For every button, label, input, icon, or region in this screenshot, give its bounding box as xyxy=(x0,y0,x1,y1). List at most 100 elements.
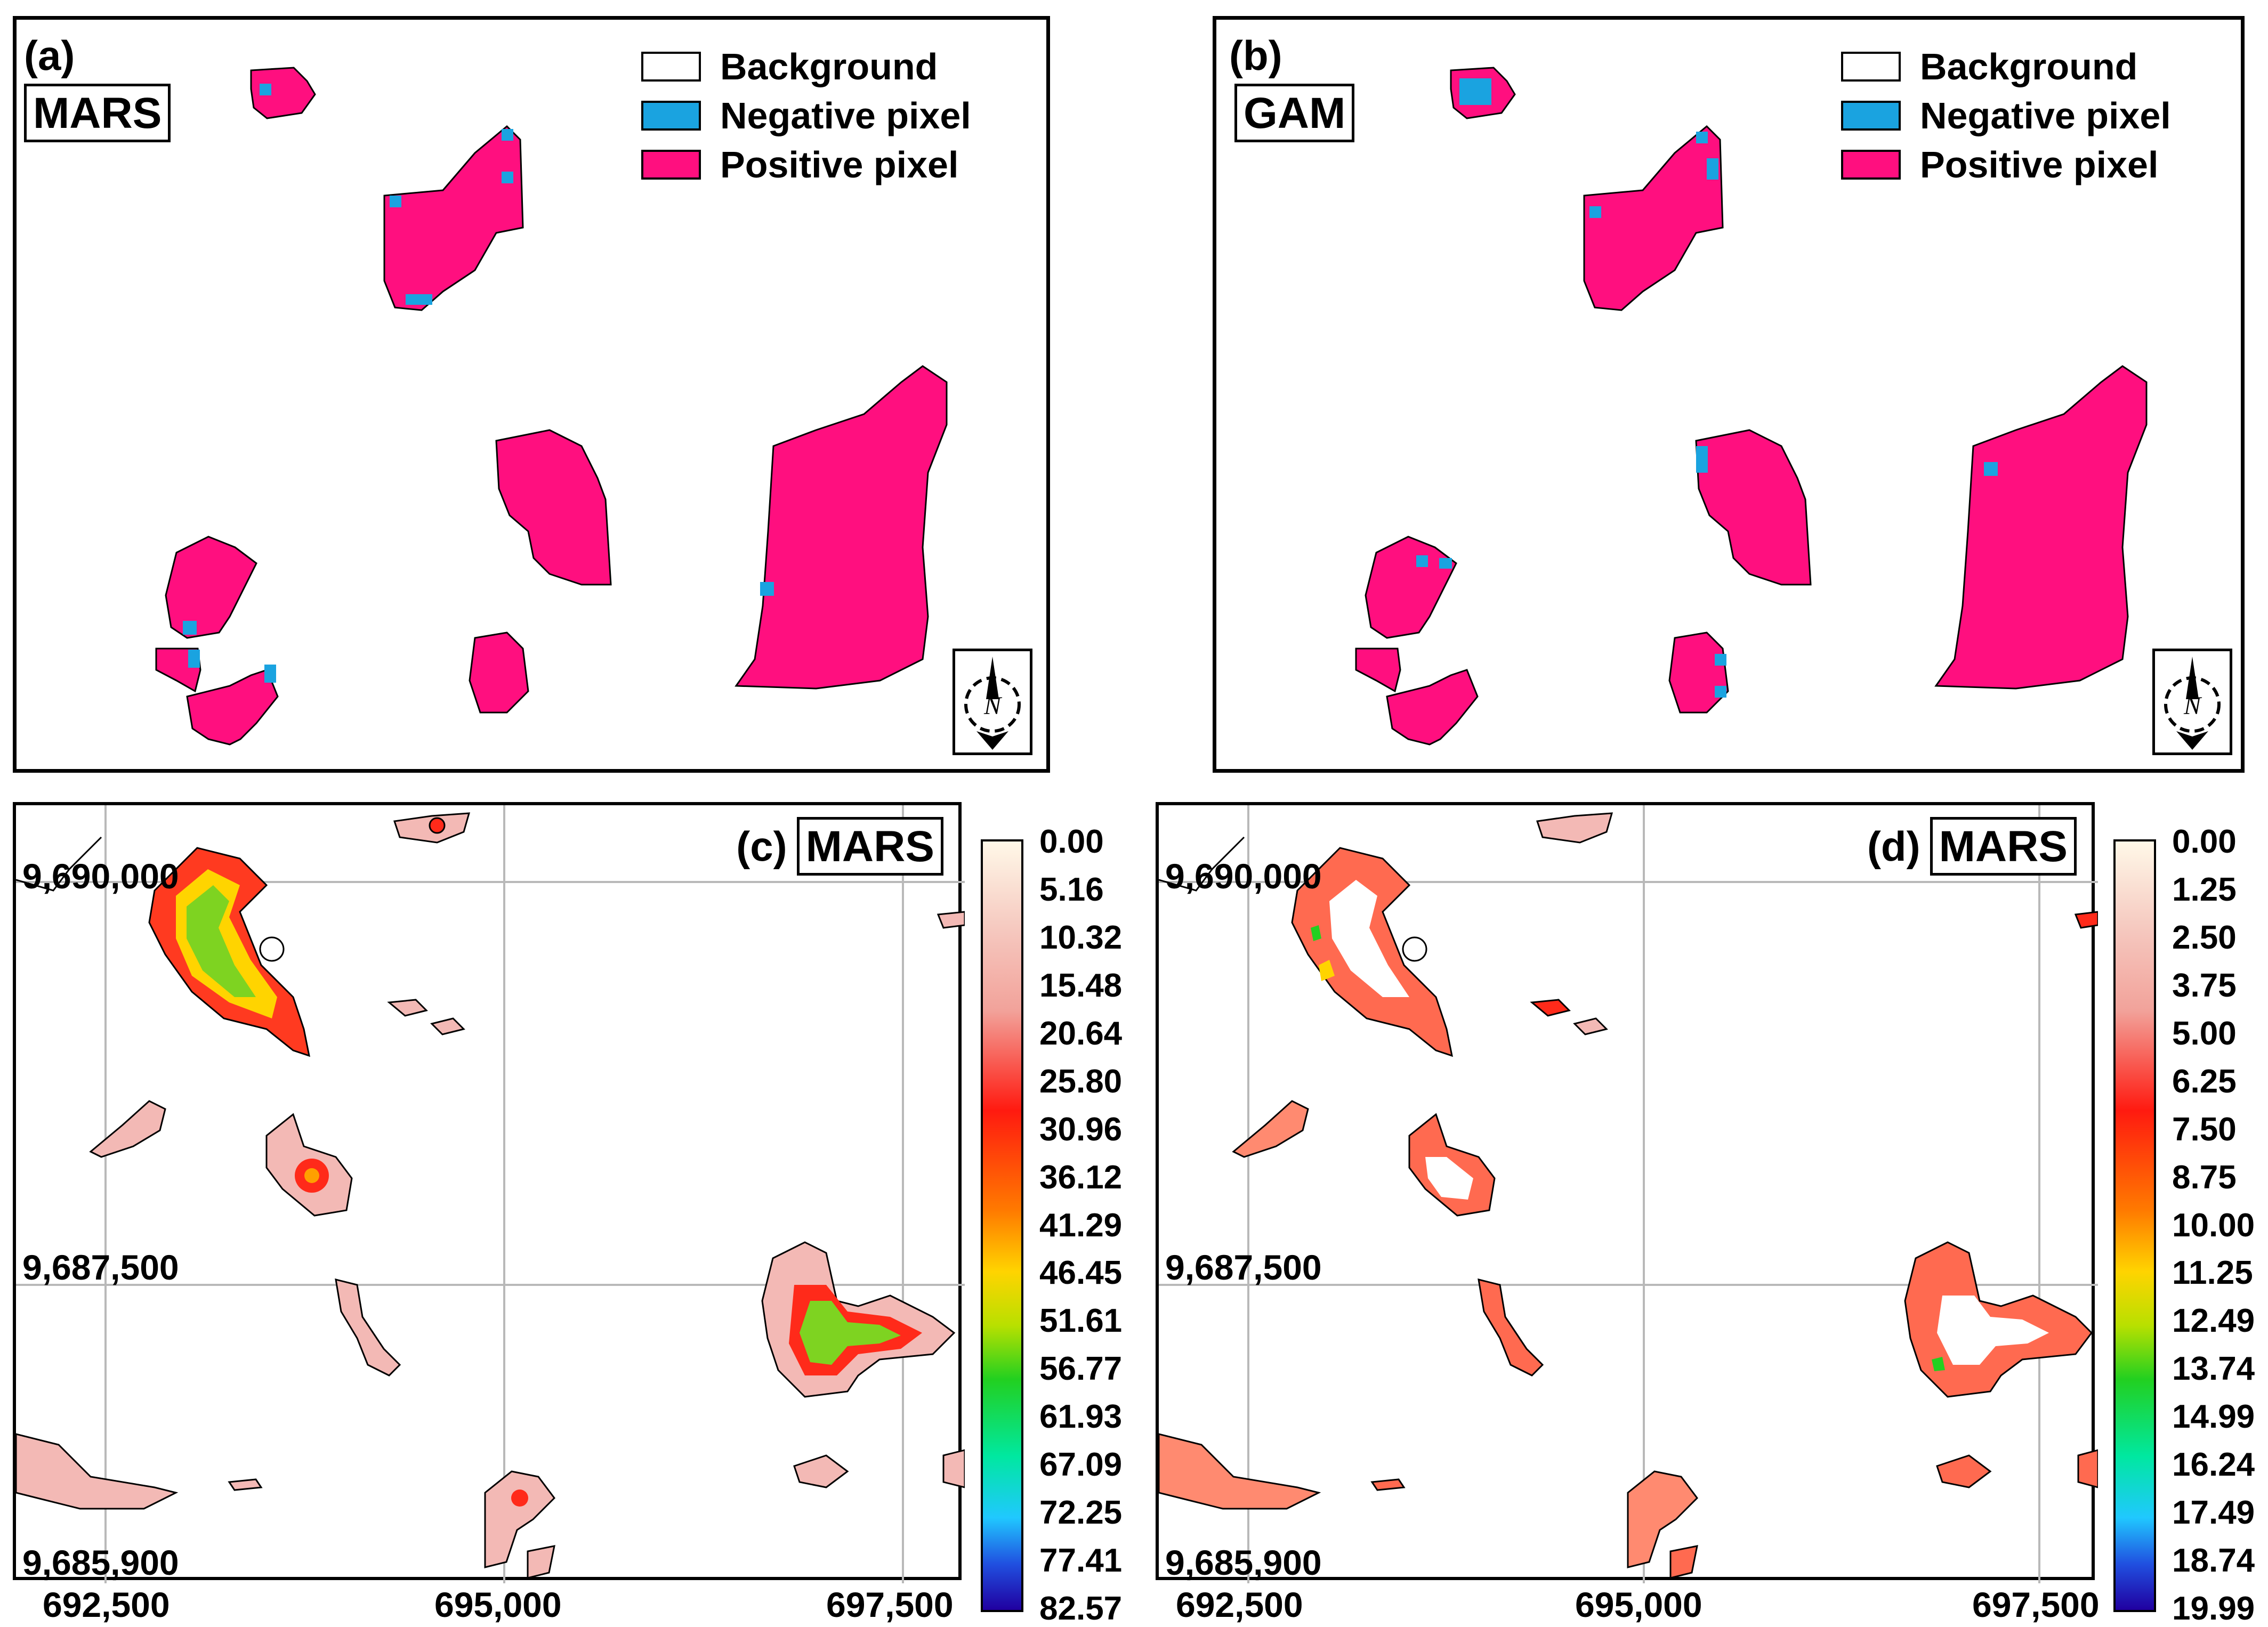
legend-item-background: Background xyxy=(641,45,938,88)
colorbar-d xyxy=(2113,839,2156,1612)
colorbar-d-tick: 6.25 xyxy=(2172,1063,2237,1100)
panel-d-letter: (d) xyxy=(1867,823,1920,870)
legend-swatch-background xyxy=(641,52,701,82)
island-b5 xyxy=(1365,536,1457,639)
colorbar-c-tick: 67.09 xyxy=(1039,1446,1123,1484)
colorbar-c-tick: 5.16 xyxy=(1039,871,1104,908)
heat-island-d7 xyxy=(1159,1433,1321,1510)
colorbar-d-tick: 17.49 xyxy=(2172,1494,2255,1532)
y-label-d-2: 9,687,500 xyxy=(1165,1248,1322,1287)
legend-swatch-negative xyxy=(641,101,701,131)
panel-c-map xyxy=(16,805,965,1583)
colorbar-c-tick: 15.48 xyxy=(1039,967,1123,1004)
panel-a: (a) MARS Background Negative pixel Posit… xyxy=(13,16,1050,773)
heat-island-d3 xyxy=(1232,1100,1309,1158)
panel-a-title: MARS xyxy=(24,84,171,142)
y-label-d-3: 9,685,900 xyxy=(1165,1543,1322,1582)
colorbar-c-tick: 46.45 xyxy=(1039,1254,1123,1292)
colorbar-c-tick: 25.80 xyxy=(1039,1063,1123,1100)
panel-c-letter: (c) xyxy=(736,823,787,870)
compass-icon: N xyxy=(964,657,1021,750)
island-a4 xyxy=(735,365,948,690)
colorbar-c-tick: 72.25 xyxy=(1039,1494,1123,1532)
panel-c-heading: (c) MARS xyxy=(736,817,943,876)
legend-swatch-background xyxy=(1841,52,1901,82)
heat-island-d2 xyxy=(1536,812,1613,844)
legend-swatch-positive xyxy=(641,150,701,180)
panel-b-map xyxy=(1355,67,2148,746)
island-a2 xyxy=(383,125,524,311)
x-label-c-2: 695,000 xyxy=(434,1585,562,1624)
island-b4 xyxy=(1934,365,2148,690)
colorbar-c-tick: 51.61 xyxy=(1039,1302,1123,1340)
panel-d: 9,690,000 9,687,500 9,685,900 (d) MARS xyxy=(1156,802,2098,1583)
legend-item-positive: Positive pixel xyxy=(1841,143,2158,186)
colorbar-d-tick: 11.25 xyxy=(2172,1254,2253,1292)
panel-b-letter: (b) xyxy=(1229,32,1282,79)
colorbar-d-tick: 7.50 xyxy=(2172,1111,2237,1148)
panel-a-map xyxy=(155,67,948,746)
panel-c: 9,690,000 9,687,500 9,685,900 (c) MARS xyxy=(13,802,965,1583)
island-b2 xyxy=(1583,125,1724,311)
colorbar-d-tick: 16.24 xyxy=(2172,1446,2255,1484)
island-b6 xyxy=(1355,647,1401,693)
colorbar-c xyxy=(981,839,1023,1612)
colorbar-d-tick: 12.49 xyxy=(2172,1302,2255,1340)
panel-a-letter: (a) xyxy=(24,32,75,79)
x-label-d-2: 695,000 xyxy=(1575,1585,1702,1624)
colorbar-d-tick: 18.74 xyxy=(2172,1542,2255,1580)
island-a3 xyxy=(495,429,612,586)
island-a8 xyxy=(469,632,529,714)
heat-island-c7 xyxy=(16,1433,179,1510)
colorbar-d-tick: 19.99 xyxy=(2172,1590,2255,1627)
colorbar-c-tick: 77.41 xyxy=(1039,1542,1123,1580)
colorbar-d-tick: 10.00 xyxy=(2172,1207,2255,1244)
legend-item-background: Background xyxy=(1841,45,2137,88)
panel-d-title: MARS xyxy=(1930,817,2077,876)
compass-letter: N xyxy=(2183,692,2202,720)
colorbar-d-tick: 5.00 xyxy=(2172,1015,2237,1052)
heat-island-c3 xyxy=(89,1100,166,1158)
colorbar-c-tick: 10.32 xyxy=(1039,919,1123,956)
heat-island-c8 xyxy=(484,1470,555,1568)
legend-item-negative: Negative pixel xyxy=(1841,94,2171,137)
x-label-d-3: 697,500 xyxy=(1972,1585,2100,1624)
panel-d-map xyxy=(1159,805,2098,1583)
y-label-c-3: 9,685,900 xyxy=(22,1543,179,1582)
legend-swatch-negative xyxy=(1841,101,1901,131)
colorbar-d-tick: 3.75 xyxy=(2172,967,2237,1004)
colorbar-d-tick: 14.99 xyxy=(2172,1398,2255,1436)
island-b3 xyxy=(1695,429,1812,586)
colorbar-c-tick: 41.29 xyxy=(1039,1207,1123,1244)
colorbar-c-tick: 82.57 xyxy=(1039,1590,1123,1627)
panel-b: (b) GAM Background Negative pixel Positi… xyxy=(1213,16,2245,773)
panel-b-title: GAM xyxy=(1234,84,1355,142)
y-label-c-1: 9,690,000 xyxy=(22,856,179,896)
legend-item-negative: Negative pixel xyxy=(641,94,971,137)
colorbar-c-tick: 56.77 xyxy=(1039,1350,1123,1388)
north-arrow-b: N xyxy=(2152,649,2232,755)
y-label-d-1: 9,690,000 xyxy=(1165,856,1322,896)
legend-swatch-positive xyxy=(1841,150,1901,180)
island-b7 xyxy=(1386,669,1479,746)
island-a1 xyxy=(250,67,316,119)
colorbar-c-tick: 0.00 xyxy=(1039,823,1104,860)
heat-island-c6 xyxy=(335,1278,401,1377)
north-arrow-a: N xyxy=(953,649,1032,755)
colorbar-c-tick: 20.64 xyxy=(1039,1015,1123,1052)
colorbar-c-tick: 61.93 xyxy=(1039,1398,1123,1436)
colorbar-d-tick: 2.50 xyxy=(2172,919,2237,956)
panel-d-heading: (d) MARS xyxy=(1867,817,2077,876)
island-a7 xyxy=(186,669,279,746)
colorbar-d-tick: 1.25 xyxy=(2172,871,2237,908)
colorbar-c-tick: 36.12 xyxy=(1039,1159,1123,1196)
colorbar-c-tick: 30.96 xyxy=(1039,1111,1123,1148)
island-a5 xyxy=(165,536,257,639)
heat-island-d8 xyxy=(1627,1470,1698,1568)
x-label-c-1: 692,500 xyxy=(43,1585,170,1624)
x-label-c-3: 697,500 xyxy=(826,1585,954,1624)
heat-island-d6 xyxy=(1478,1278,1544,1377)
colorbar-d-tick: 0.00 xyxy=(2172,823,2237,860)
compass-letter: N xyxy=(983,692,1003,720)
colorbar-d-tick: 13.74 xyxy=(2172,1350,2255,1388)
